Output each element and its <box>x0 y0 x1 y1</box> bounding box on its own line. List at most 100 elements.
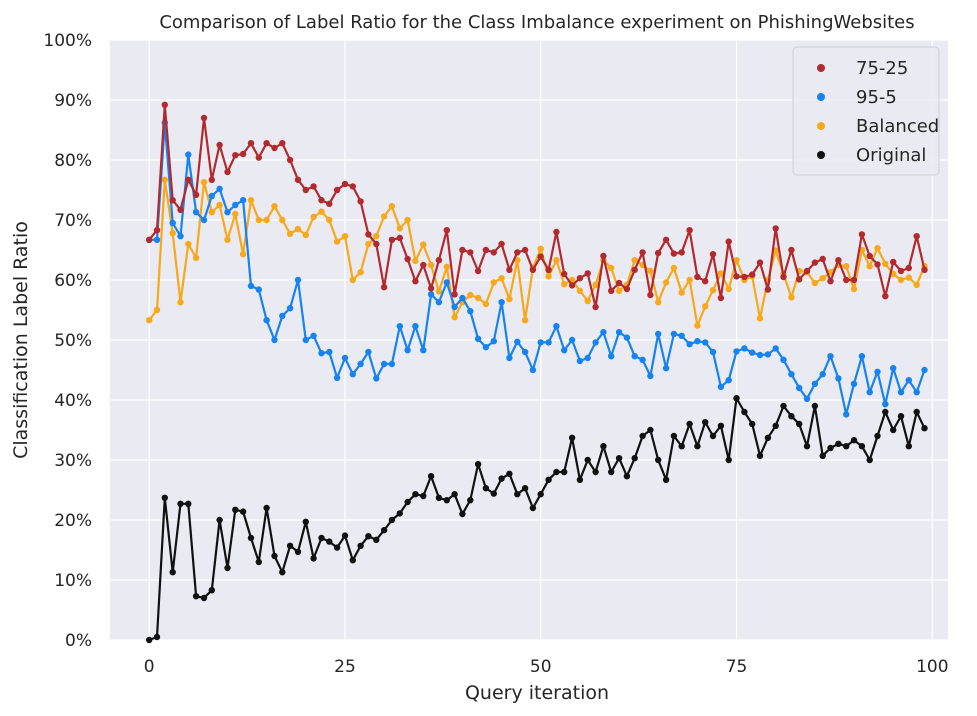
data-point <box>772 345 779 352</box>
y-tick-label: 100% <box>43 31 92 51</box>
data-point <box>498 275 505 282</box>
data-point <box>850 380 858 387</box>
data-point <box>294 225 302 233</box>
data-point <box>333 374 341 381</box>
data-point <box>514 338 521 345</box>
legend: 75-25 95-5 Balanced Original <box>792 46 940 176</box>
data-point <box>576 275 584 282</box>
y-tick-label: 20% <box>54 511 92 531</box>
data-point <box>866 252 873 260</box>
data-point <box>584 456 591 464</box>
data-point <box>146 636 153 644</box>
data-point <box>725 285 732 293</box>
data-point <box>623 285 631 293</box>
data-point <box>279 216 286 224</box>
data-point <box>576 476 584 483</box>
data-point <box>827 444 834 452</box>
data-point <box>733 257 740 264</box>
data-point <box>756 351 764 359</box>
data-point <box>835 257 842 264</box>
data-point <box>655 330 662 338</box>
data-point <box>514 491 521 498</box>
data-point <box>827 353 834 360</box>
data-point <box>318 350 325 357</box>
data-point <box>749 420 756 428</box>
data-point <box>380 527 388 534</box>
data-point <box>247 197 255 204</box>
data-point <box>709 251 717 258</box>
data-point <box>811 279 819 287</box>
data-point <box>631 266 638 273</box>
data-point <box>467 291 474 299</box>
data-point <box>592 281 599 288</box>
data-point <box>388 203 396 210</box>
data-point <box>615 329 623 336</box>
data-point <box>255 216 262 224</box>
x-tick-label: 50 <box>530 657 552 677</box>
data-point <box>717 270 725 277</box>
data-point <box>788 246 795 254</box>
data-point <box>318 208 325 215</box>
data-point <box>263 317 270 324</box>
data-point <box>514 249 521 256</box>
data-point <box>404 498 411 506</box>
data-point <box>843 263 850 270</box>
x-tick-label: 100 <box>916 657 948 677</box>
data-point <box>232 210 239 218</box>
data-point <box>796 276 803 283</box>
data-point <box>482 344 490 351</box>
legend-label: 75-25 <box>856 58 908 79</box>
data-point <box>694 443 701 450</box>
data-point <box>670 264 678 272</box>
data-point <box>365 240 372 248</box>
data-point <box>341 532 349 539</box>
data-point <box>529 266 537 273</box>
data-point <box>224 564 231 572</box>
data-point <box>639 356 646 363</box>
data-point <box>506 296 513 303</box>
data-point <box>177 206 184 213</box>
data-point <box>357 360 364 368</box>
data-point <box>388 236 396 243</box>
data-point <box>349 276 356 284</box>
data-point <box>882 408 889 416</box>
data-point <box>435 299 443 306</box>
data-point <box>647 267 654 275</box>
data-point <box>811 380 819 387</box>
data-point <box>451 303 458 311</box>
data-point <box>647 372 654 380</box>
data-point <box>553 323 560 330</box>
data-point <box>271 203 278 210</box>
data-point <box>474 335 482 342</box>
data-point <box>404 347 411 354</box>
data-point <box>326 200 333 207</box>
data-point <box>561 281 568 288</box>
data-point <box>725 377 732 384</box>
y-axis: 0% 10% 20% 30% 40% 50% 60% 70% 80% 90% 100% <box>43 31 92 651</box>
data-point <box>200 216 208 224</box>
data-point <box>271 144 278 152</box>
data-point <box>874 245 881 252</box>
data-point <box>702 303 709 310</box>
data-point <box>717 383 725 390</box>
data-point <box>294 276 302 284</box>
data-point <box>694 322 701 329</box>
data-point <box>858 231 866 238</box>
data-point <box>224 209 231 216</box>
data-point <box>255 558 262 566</box>
data-point <box>584 297 591 305</box>
data-point <box>239 508 247 515</box>
data-point <box>874 432 881 440</box>
data-point <box>271 552 278 560</box>
data-point <box>474 294 482 302</box>
data-point <box>302 186 309 194</box>
data-point <box>576 287 584 294</box>
x-tick-label: 0 <box>144 657 155 677</box>
data-point <box>263 504 270 512</box>
data-point <box>396 234 403 242</box>
data-point <box>224 236 231 243</box>
data-point <box>490 338 497 345</box>
data-point <box>153 236 161 243</box>
data-point <box>733 395 740 402</box>
data-point <box>561 347 568 354</box>
